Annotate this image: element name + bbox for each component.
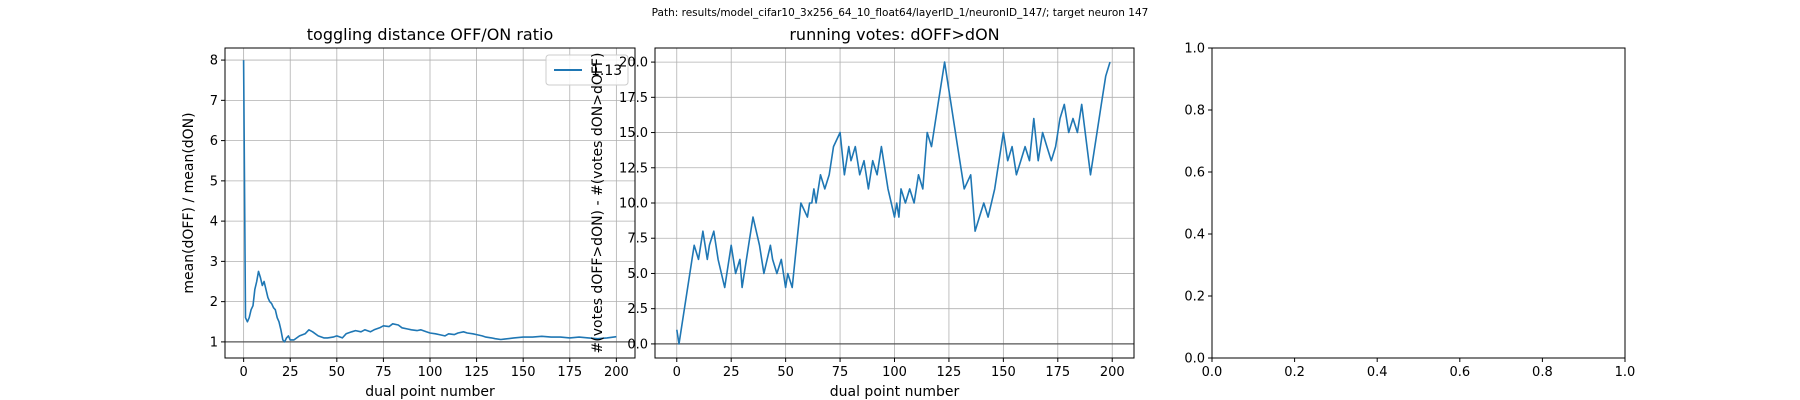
x-tick-label: 0.2 [1284, 365, 1305, 380]
y-tick-label: 6 [210, 134, 218, 149]
y-tick-label: 12.5 [619, 161, 648, 176]
y-tick-label: 5.0 [627, 267, 648, 282]
y-tick-label: 17.5 [619, 91, 648, 106]
x-tick-label: 175 [1045, 365, 1070, 380]
legend: 1.13 [545, 54, 629, 86]
y-tick-label: 0.0 [627, 337, 648, 352]
x-tick-label: 1.0 [1615, 365, 1636, 380]
x-tick-label: 50 [329, 365, 346, 380]
chart-2: 0 25 50 75 100 125 150 175 200 0.0 2.5 5.0 7.5 10.0 12… [590, 25, 1135, 400]
x-tick-label: 25 [282, 365, 299, 380]
x-tick-label: 200 [604, 365, 629, 380]
x-tick-label: 100 [882, 365, 907, 380]
x-tick-label: 75 [832, 365, 849, 380]
y-axis-label: mean(dOFF) / mean(dON) [181, 112, 197, 293]
y-tick-label: 7.5 [627, 232, 648, 247]
figure-suptitle: Path: results/model_cifar10_3x256_64_10_… [651, 7, 1149, 19]
x-tick-label: 0 [239, 365, 247, 380]
x-tick-label: 0.8 [1532, 365, 1553, 380]
y-tick-label: 0.0 [1184, 352, 1205, 367]
x-tick-label: 0.6 [1449, 365, 1470, 380]
y-tick-label: 5 [210, 174, 218, 189]
y-tick-label: 0.4 [1184, 228, 1205, 243]
x-tick-label: 0.4 [1367, 365, 1388, 380]
x-tick-label: 200 [1100, 365, 1125, 380]
y-tick-label: 8 [210, 54, 218, 69]
chart-title: running votes: dOFF>dON [789, 25, 999, 44]
y-tick-label: 15.0 [619, 126, 648, 141]
x-tick-label: 150 [511, 365, 536, 380]
y-tick-label: 7 [210, 94, 218, 109]
legend-box [545, 54, 629, 86]
series-line [242, 60, 617, 343]
y-tick-label: 10.0 [619, 197, 648, 212]
x-axis-label: dual point number [830, 384, 960, 400]
y-tick-label: 1 [210, 335, 218, 350]
y-tick-label: 0.6 [1184, 166, 1205, 181]
x-axis-label: dual point number [365, 384, 495, 400]
y-tick-label: 20.0 [619, 56, 648, 71]
x-tick-label: 0 [673, 365, 681, 380]
x-tick-label: 75 [375, 365, 392, 380]
x-tick-label: 25 [723, 365, 740, 380]
axes-frame [1211, 47, 1626, 359]
y-tick-label: 1.0 [1184, 42, 1205, 57]
y-tick-label: 0.8 [1184, 104, 1205, 119]
chart-3: 0.0 0.2 0.4 0.6 0.8 1.0 0.0 0.2 0.4 0.6 0.8 1.0 [1184, 42, 1635, 381]
x-tick-label: 150 [991, 365, 1016, 380]
x-tick-label: 175 [557, 365, 582, 380]
y-tick-label: 2.5 [627, 302, 648, 317]
x-tick-label: 0.0 [1202, 365, 1223, 380]
chart-1: 0 25 50 75 100 125 150 175 200 1 2 3 4 5 6 7 8 toggling d… [181, 25, 636, 400]
series-line [676, 61, 1111, 345]
x-tick-label: 50 [777, 365, 794, 380]
chart-title: toggling distance OFF/ON ratio [307, 25, 553, 44]
x-tick-label: 125 [464, 365, 489, 380]
x-tick-label: 125 [937, 365, 962, 380]
y-axis-label: #(votes dOFF>dON) - #(votes dON>dOFF) [590, 53, 606, 354]
y-tick-label: 4 [210, 215, 218, 230]
y-tick-label: 2 [210, 295, 218, 310]
legend-entry: 1.13 [591, 63, 622, 79]
y-tick-label: 0.2 [1184, 290, 1205, 305]
x-tick-label: 100 [418, 365, 443, 380]
y-tick-label: 3 [210, 255, 218, 270]
